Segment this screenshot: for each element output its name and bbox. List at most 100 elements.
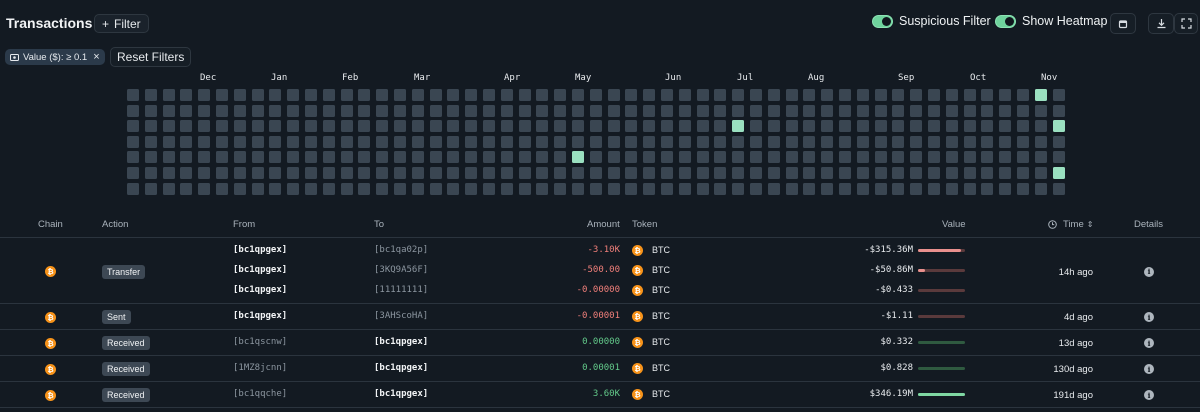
heatmap-cell[interactable] [875,89,887,101]
heatmap-cell[interactable] [732,136,744,148]
heatmap-cell[interactable] [412,183,424,195]
heatmap-cell[interactable] [732,183,744,195]
add-filter-button[interactable]: + Filter [94,14,149,33]
heatmap-cell[interactable] [127,167,139,179]
heatmap-cell[interactable] [768,151,780,163]
from-address-link[interactable]: [bc1qpgex] [233,265,288,275]
heatmap-cell[interactable] [981,183,993,195]
heatmap-cell[interactable] [750,105,762,117]
heatmap-cell[interactable] [501,120,513,132]
heatmap-cell[interactable] [768,120,780,132]
heatmap-cell[interactable] [198,151,210,163]
heatmap-cell[interactable] [981,151,993,163]
heatmap-cell[interactable] [216,120,228,132]
to-address-link[interactable]: [bc1qpgex] [374,363,429,373]
heatmap-cell[interactable] [376,105,388,117]
heatmap-cell[interactable] [928,183,940,195]
heatmap-cell[interactable] [376,183,388,195]
heatmap-cell[interactable] [643,120,655,132]
heatmap-cell[interactable] [145,151,157,163]
heatmap-cell[interactable] [821,89,833,101]
heatmap-cell[interactable] [305,167,317,179]
heatmap-cell[interactable] [1035,120,1047,132]
heatmap-cell[interactable] [608,136,620,148]
heatmap-cell[interactable] [358,167,370,179]
heatmap-cell[interactable] [732,167,744,179]
heatmap-cell[interactable] [875,167,887,179]
heatmap-cell[interactable] [145,89,157,101]
heatmap-cell[interactable] [305,105,317,117]
heatmap-cell[interactable] [465,167,477,179]
heatmap-cell[interactable] [643,151,655,163]
heatmap-cell[interactable] [127,120,139,132]
heatmap-cell[interactable] [483,183,495,195]
heatmap-cell[interactable] [590,183,602,195]
heatmap-cell[interactable] [857,89,869,101]
heatmap-cell[interactable] [269,105,281,117]
heatmap-cell[interactable] [145,183,157,195]
heatmap-cell[interactable] [714,89,726,101]
to-address-link[interactable]: [bc1qpgex] [374,389,429,399]
heatmap-cell[interactable] [554,89,566,101]
heatmap-cell[interactable] [430,167,442,179]
heatmap-cell[interactable] [821,105,833,117]
heatmap-cell[interactable] [127,105,139,117]
heatmap-cell[interactable] [1017,183,1029,195]
heatmap-cell[interactable] [875,136,887,148]
heatmap-cell[interactable] [892,167,904,179]
heatmap-cell[interactable] [786,183,798,195]
heatmap-cell[interactable] [679,89,691,101]
heatmap-cell[interactable] [590,167,602,179]
heatmap-cell[interactable] [1017,151,1029,163]
heatmap-cell[interactable] [839,105,851,117]
heatmap-cell[interactable] [857,105,869,117]
heatmap-cell[interactable] [376,151,388,163]
heatmap-cell[interactable] [1035,183,1047,195]
heatmap-cell[interactable] [252,120,264,132]
heatmap-cell-active[interactable] [1035,89,1047,101]
heatmap-cell[interactable] [519,136,531,148]
heatmap-cell[interactable] [786,167,798,179]
to-address-link[interactable]: [bc1qpgex] [374,337,429,347]
heatmap-cell[interactable] [323,120,335,132]
heatmap-cell[interactable] [519,89,531,101]
heatmap-cell[interactable] [447,151,459,163]
heatmap-cell[interactable] [447,136,459,148]
table-row[interactable]: ₿ Received [bc1qqche] [bc1qpgex] 3.60K ₿ BTC $3… [0,382,1200,408]
heatmap-cell[interactable] [661,89,673,101]
heatmap-cell[interactable] [786,136,798,148]
heatmap-cell[interactable] [643,183,655,195]
heatmap-cell[interactable] [341,151,353,163]
heatmap-cell[interactable] [661,167,673,179]
heatmap-cell[interactable] [180,89,192,101]
heatmap-cell[interactable] [1017,167,1029,179]
heatmap-cell[interactable] [714,151,726,163]
heatmap-cell[interactable] [198,183,210,195]
heatmap-cell[interactable] [145,167,157,179]
heatmap-cell[interactable] [608,167,620,179]
heatmap-cell[interactable] [679,105,691,117]
heatmap-cell[interactable] [892,120,904,132]
heatmap-cell[interactable] [234,136,246,148]
heatmap-cell[interactable] [501,89,513,101]
heatmap-cell[interactable] [643,167,655,179]
from-address-link[interactable]: [1MZ8jcnn] [233,363,288,373]
heatmap-cell[interactable] [910,167,922,179]
heatmap-cell[interactable] [358,136,370,148]
heatmap-cell[interactable] [412,89,424,101]
heatmap-cell[interactable] [839,136,851,148]
heatmap-cell[interactable] [519,151,531,163]
heatmap-cell[interactable] [946,136,958,148]
heatmap-cell[interactable] [946,183,958,195]
heatmap-cell[interactable] [732,89,744,101]
heatmap-cell[interactable] [376,167,388,179]
heatmap-cell[interactable] [572,89,584,101]
heatmap-cell[interactable] [643,105,655,117]
heatmap-cell[interactable] [1035,151,1047,163]
heatmap-cell[interactable] [964,151,976,163]
heatmap-cell[interactable] [358,183,370,195]
heatmap-cell[interactable] [163,120,175,132]
heatmap-cell[interactable] [1053,151,1065,163]
heatmap-cell[interactable] [234,120,246,132]
heatmap-cell[interactable] [803,183,815,195]
